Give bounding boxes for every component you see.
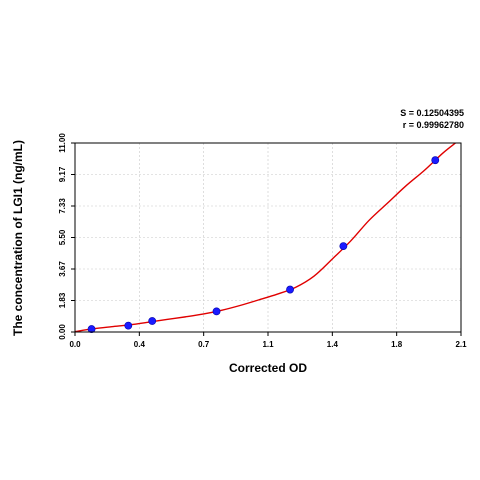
x-tick-label: 1.8 bbox=[391, 340, 403, 349]
data-point bbox=[148, 317, 157, 325]
y-axis-title: The concentration of LGI1 (ng/mL) bbox=[11, 140, 25, 336]
y-tick-label: 1.83 bbox=[58, 292, 67, 308]
data-point bbox=[87, 325, 96, 333]
plot-frame bbox=[74, 142, 462, 333]
data-point bbox=[212, 307, 221, 316]
y-tick-label: 11.00 bbox=[58, 133, 67, 153]
data-point bbox=[339, 242, 348, 250]
x-tick-label: 0.4 bbox=[134, 340, 146, 349]
y-tick-label: 7.33 bbox=[58, 198, 67, 214]
axes: 0.0 0.4 0.7 1.1 1.4 1.8 2.1 0.00 1.83 3.67 5.50 7.3… bbox=[58, 133, 467, 349]
x-tick-label: 2.1 bbox=[455, 340, 467, 349]
y-tick-label: 0.00 bbox=[58, 324, 67, 340]
data-point bbox=[286, 285, 294, 294]
y-tick-label: 9.17 bbox=[58, 166, 67, 182]
x-tick-label: 0.7 bbox=[198, 340, 210, 349]
x-tick-label: 1.4 bbox=[327, 340, 339, 349]
y-tick-label: 3.67 bbox=[58, 261, 67, 277]
y-tick-label: 5.50 bbox=[58, 229, 67, 245]
grid bbox=[75, 143, 461, 332]
x-tick-label: 1.1 bbox=[262, 340, 274, 349]
x-axis-title: Corrected OD bbox=[229, 361, 307, 375]
x-tick-label: 0.0 bbox=[69, 340, 81, 349]
data-point bbox=[124, 321, 133, 330]
stat-s: S = 0.12504395 bbox=[400, 108, 464, 118]
data-points bbox=[87, 156, 440, 333]
fit-curve-group bbox=[74, 142, 456, 333]
fit-curve-line bbox=[74, 142, 456, 333]
stat-r: r = 0.99962780 bbox=[403, 120, 464, 130]
data-point bbox=[431, 156, 440, 165]
